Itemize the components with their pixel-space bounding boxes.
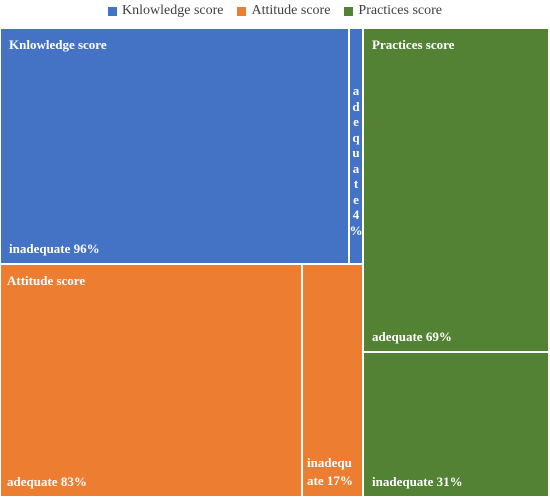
tile-label-attitude-adequate: adequate 83% [7,474,87,490]
tile-practices-inadequate: inadequate 31% [364,353,548,496]
tile-group-label-practices: Practices score [372,37,455,52]
chart-legend: Knlowledge score Attitude score Practice… [0,0,550,22]
tile-group-label-attitude: Attitude score [7,273,86,288]
legend-swatch-attitude [237,6,247,16]
tile-knowledge-inadequate: Knlowledge score inadequate 96% [1,29,348,263]
tile-label-knowledge-inadequate: inadequate 96% [9,241,100,257]
tile-stacked-char: t [353,176,359,191]
tile-category-attitude-inadequate: inadequate [307,455,352,488]
tile-value-practices-adequate: 69% [425,329,452,344]
tile-category-practices-inadequate: inadequate [372,474,434,489]
legend-item-attitude: Attitude score [237,3,330,19]
tile-label-practices-adequate: adequate 69% [372,329,452,345]
tile-stacked-char: q [352,129,360,145]
legend-label-attitude: Attitude score [251,3,331,18]
tile-stacked-char: e [353,191,359,207]
tile-stacked-char: u [352,145,360,160]
tile-value-attitude-inadequate: 17% [326,473,353,488]
tile-stacked-label-knowledge-adequate: a d e q u a t e 4% [349,83,363,238]
tile-stacked-char: a [352,83,360,98]
tile-knowledge-adequate: a d e q u a t e 4% [349,29,363,263]
tile-stacked-char: a [352,160,360,176]
tile-value-knowledge-inadequate: 96% [73,241,100,256]
legend-label-practices: Practices score [358,3,442,18]
tile-value-practices-inadequate: 31% [436,474,463,489]
tile-stacked-char: 4 [352,207,360,222]
tile-stacked-char: e [353,114,359,129]
tile-group-label-knowledge: Knlowledge score [9,37,107,52]
tile-stacked-char: d [352,98,360,114]
tile-category-practices-adequate: adequate [372,329,423,344]
legend-swatch-knowledge [108,6,118,16]
legend-label-knowledge: Knlowledge score [122,3,224,18]
tile-category-attitude-adequate: adequate [7,474,58,489]
tile-attitude-adequate: Attitude score adequate 83% [1,265,301,496]
tile-stacked-char: % [349,222,363,238]
legend-item-practices: Practices score [344,3,442,19]
tile-attitude-inadequate: inadequate 17% [303,265,362,496]
legend-swatch-practices [344,6,354,16]
tile-practices-adequate: Practices score adequate 69% [364,29,548,351]
tile-label-practices-inadequate: inadequate 31% [372,474,463,490]
tile-label-attitude-inadequate: inadequate 17% [307,454,358,490]
tile-value-attitude-adequate: 83% [60,474,87,489]
tile-category-knowledge-inadequate: inadequate [9,241,71,256]
legend-item-knowledge: Knlowledge score [108,3,223,19]
